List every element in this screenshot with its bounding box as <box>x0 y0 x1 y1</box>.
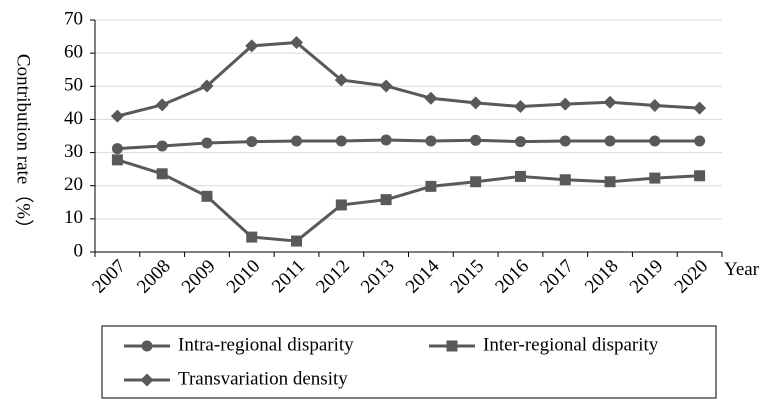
data-point <box>513 100 527 114</box>
y-tick-label: 0 <box>74 240 84 261</box>
x-tick-label: 2012 <box>312 256 354 298</box>
x-tick-labels: 2007 2008 2009 2010 2011 2012 2013 2014 2015 2016… <box>88 255 712 297</box>
x-tick-label: 2011 <box>268 256 309 297</box>
x-tick-label: 2014 <box>402 255 444 297</box>
x-tick-label: 2020 <box>671 256 713 298</box>
data-point <box>693 101 707 115</box>
data-point <box>245 39 259 53</box>
data-point <box>335 135 347 147</box>
y-axis-title: Contribution rate（%） <box>13 54 35 238</box>
series-2 <box>111 154 706 247</box>
x-tick-label: 2015 <box>447 256 489 298</box>
legend-marker <box>141 340 153 352</box>
data-point <box>514 170 526 182</box>
data-point <box>380 134 392 146</box>
data-point <box>514 136 526 148</box>
y-tick-labels: 0 10 20 30 40 50 60 70 <box>64 8 83 261</box>
data-point <box>156 140 168 152</box>
legend-marker <box>140 373 154 387</box>
series-1 <box>111 134 706 155</box>
data-point <box>604 176 616 188</box>
data-point <box>470 176 482 188</box>
legend-label: Transvariation density <box>178 368 348 389</box>
data-point <box>424 91 438 105</box>
data-point <box>110 109 124 123</box>
data-point <box>380 194 392 206</box>
x-tick-label: 2009 <box>178 256 220 298</box>
series-line <box>116 158 700 243</box>
legend: Intra-regional disparity Inter-regional d… <box>101 325 717 399</box>
data-point <box>649 135 661 147</box>
x-tick-label: 2017 <box>536 256 578 298</box>
x-tick-label: 2018 <box>581 256 623 298</box>
y-tick-label: 60 <box>64 42 83 63</box>
x-tick-label: 2013 <box>357 256 399 298</box>
data-point <box>694 135 706 147</box>
legend-box <box>101 325 717 399</box>
y-tick-label: 50 <box>64 75 83 96</box>
legend-marker <box>446 340 458 352</box>
data-point <box>469 96 483 110</box>
legend-label: Inter-regional disparity <box>483 334 659 355</box>
gridlines <box>95 19 722 220</box>
legend-item: Inter-regional disparity <box>429 334 659 355</box>
data-point <box>156 168 168 180</box>
x-tick-label: 2016 <box>491 256 533 298</box>
y-tick-label: 70 <box>64 8 83 29</box>
legend-item: Transvariation density <box>124 368 348 389</box>
data-point <box>335 199 347 211</box>
series-line <box>117 41 700 118</box>
data-point <box>201 190 213 202</box>
data-point <box>559 135 571 147</box>
data-point <box>425 180 437 192</box>
data-point <box>648 99 662 113</box>
data-point <box>559 174 571 186</box>
x-tick-label: 2007 <box>88 256 130 298</box>
x-tick-label: 2008 <box>133 256 175 298</box>
legend-item: Intra-regional disparity <box>124 334 354 355</box>
data-point <box>200 79 214 93</box>
x-tick-label: 2010 <box>223 256 265 298</box>
data-point <box>470 134 482 146</box>
series <box>110 36 707 247</box>
data-point <box>201 137 213 149</box>
data-point <box>290 36 304 50</box>
legend-label: Intra-regional disparity <box>178 334 354 355</box>
series-3 <box>110 36 707 123</box>
data-point <box>694 170 706 182</box>
data-point <box>291 135 303 147</box>
data-point <box>425 135 437 147</box>
data-point <box>649 172 661 184</box>
data-point <box>111 143 123 155</box>
data-point <box>604 135 616 147</box>
y-tick-label: 10 <box>64 207 83 228</box>
data-point <box>246 136 258 148</box>
data-point <box>291 235 303 247</box>
series-line <box>117 138 700 151</box>
x-tick-label: 2019 <box>626 256 668 298</box>
axes <box>90 19 723 257</box>
data-point <box>111 154 123 166</box>
data-point <box>155 98 169 112</box>
data-point <box>603 95 617 109</box>
data-point <box>334 73 348 87</box>
data-point <box>558 97 572 111</box>
data-point <box>246 231 258 243</box>
x-axis-title: Year <box>724 259 760 280</box>
y-tick-label: 20 <box>64 174 83 195</box>
y-tick-label: 40 <box>64 108 83 129</box>
y-tick-label: 30 <box>64 141 83 162</box>
data-point <box>379 79 393 93</box>
